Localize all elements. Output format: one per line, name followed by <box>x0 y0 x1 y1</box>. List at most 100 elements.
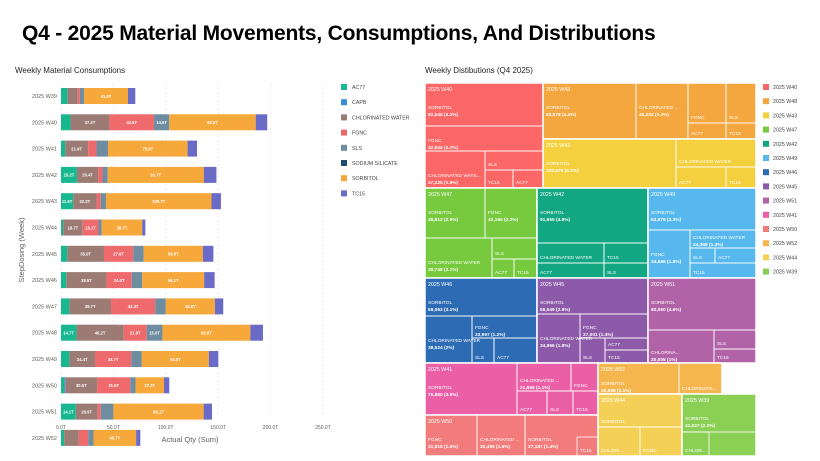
bar-data-label: 100.7T <box>152 199 165 204</box>
bar-segment-chlorinated-water <box>63 219 83 236</box>
bar-data-label: 91.7T <box>150 173 161 178</box>
y-tick-label: 2025 W44 <box>32 226 57 232</box>
bar-data-label: 15.1T <box>85 225 96 230</box>
treemap-cell-value: 30,499 (1.6%) <box>480 444 511 450</box>
treemap-cell-label: AC77 <box>520 407 532 413</box>
treemap-group-2025-w40 <box>424 82 544 189</box>
bar-segment-chlorinated-water <box>65 377 98 394</box>
bar-segment-fgnc <box>94 351 132 367</box>
legend-swatch-2025-w44 <box>763 254 769 261</box>
bar-segment-sls <box>100 403 114 420</box>
page-title: Q4 - 2025 Material Movements, Consumptio… <box>22 22 656 45</box>
bar-segment-sls <box>98 219 102 236</box>
legend-label-2025-w43: 2025 W43 <box>773 113 797 119</box>
treemap-cell-value: 80,060 (4.6%) <box>651 307 682 313</box>
bar-data-label: 39.7T <box>85 304 96 309</box>
treemap-group-2025-w48 <box>542 82 757 140</box>
treemap-cell-label: SORBITOL <box>601 381 626 387</box>
bar-segment-chlorinated-water <box>76 324 124 341</box>
treemap-cell-value: 31,618 (1.6%) <box>428 444 459 450</box>
treemap-cell-label: AC77 <box>679 180 691 186</box>
bar-segment-fgnc <box>88 140 97 157</box>
treemap-title: Weekly Distibutions (Q4 2025) <box>425 66 533 75</box>
bar-segment-ac77 <box>61 114 71 131</box>
x-tick-label: 200.0T <box>263 425 279 431</box>
bar-segment-sls <box>96 140 109 157</box>
treemap-cell-value: 42,165 (2.2%) <box>488 217 519 223</box>
treemap-group-label: 2025 W52 <box>601 367 625 373</box>
treemap-cell-label: CHLORI... <box>601 448 623 454</box>
bar-segment-chlorinated-water <box>65 140 89 157</box>
treemap-cell-label: FGNC <box>651 252 665 258</box>
treemap-cell-label: SORBITOL <box>528 437 553 443</box>
bar-segment-sls <box>133 245 144 262</box>
legend-swatch-2025-w45 <box>763 183 769 190</box>
bar-segment-ac77 <box>61 88 68 104</box>
bar-data-label: 21.9T <box>71 146 82 151</box>
bar-segment-sorbitol <box>107 166 204 183</box>
treemap-cell-label: AC77 <box>608 342 620 348</box>
bar-data-label: 56.5T <box>168 252 179 257</box>
bar-segment-fgnc <box>109 114 154 131</box>
treemap-cell-label: CHLORINATE... <box>682 386 717 392</box>
treemap-group-2025-w47 <box>424 187 538 279</box>
treemap-cell-label: TC15 <box>488 180 500 186</box>
bar-segment-sorbitol <box>169 114 256 131</box>
treemap-cell-label: SORBITOL <box>546 161 571 167</box>
treemap-group-label: 2025 W48 <box>546 87 570 93</box>
bar-data-label: 18.7T <box>68 225 79 230</box>
bar-data-label: 46.8T <box>185 304 196 309</box>
bar-segment-ac77 <box>61 429 65 446</box>
treemap-cell-label: AC77 <box>497 355 509 361</box>
bar-segment-fgnc <box>78 429 89 446</box>
bar-segment-ac77 <box>61 324 77 341</box>
treemap-cell-label: TC15 <box>580 448 592 454</box>
treemap-group-label: 2025 W40 <box>428 87 452 93</box>
bar-data-label: 45.2T <box>95 331 106 336</box>
bar-data-label: 15.2T <box>64 173 75 178</box>
treemap-cell-label: TC15 <box>717 355 729 361</box>
bar-segment-tc15 <box>136 429 141 446</box>
bar-segment-tc15 <box>208 351 219 367</box>
treemap-cell-value: 75,880 (3.9%) <box>428 392 459 398</box>
bar-chart[interactable]: 0.0T 50.0T 100.0T 150.0T 200.0T 250.0T Actual … <box>0 60 410 456</box>
bar-segment-ac77 <box>61 298 70 315</box>
treemap-cell-label: FGNC <box>488 210 502 216</box>
bar-data-label: 24.0T <box>114 278 125 283</box>
treemap-cell-label: CHLOR... <box>685 448 706 454</box>
x-tick-label: 50.0T <box>107 425 120 431</box>
bar-segment-tc15 <box>250 324 263 341</box>
bar-segment-ac77 <box>61 403 76 420</box>
treemap-cell-label: TC15 <box>607 255 619 261</box>
legend-label-2025-w40: 2025 W40 <box>773 85 797 91</box>
bar-segment-sorbitol <box>108 140 188 157</box>
bar-segment-tc15 <box>142 219 146 236</box>
bar-segment-fgnc <box>82 219 99 236</box>
y-tick-label: 2025 W47 <box>32 304 57 310</box>
bar-segment-fgnc <box>110 298 156 315</box>
bar-data-label: 34.7T <box>108 357 119 362</box>
bar-data-label: 40.7T <box>109 436 120 441</box>
bar-segment-chlorinated-water <box>76 166 99 183</box>
treemap-cell-label: SORBITOL <box>651 300 676 306</box>
bar-segment-sorbitol <box>143 245 203 262</box>
bar-segment-ac77 <box>61 272 67 289</box>
treemap-cell-value: 100,678 (5.2%) <box>546 168 579 174</box>
treemap-cell-label: TC15 <box>729 180 741 186</box>
treemap-group-2025-w43 <box>542 138 757 189</box>
legend-swatch-2025-w49 <box>763 155 769 161</box>
treemap-cell-label: SLS <box>607 270 616 276</box>
treemap-group-label: 2025 W46 <box>428 282 452 288</box>
bar-data-label: 82.5T <box>207 120 218 125</box>
bar-segment-ac77 <box>61 140 66 157</box>
legend-label-sls: SLS <box>352 146 362 152</box>
bar-data-label: 41.9T <box>101 94 112 99</box>
legend-label-2025-w46: 2025 W46 <box>773 170 797 176</box>
bar-data-label: 21.9T <box>130 331 141 336</box>
legend-label-fgnc: FGNC <box>352 131 367 137</box>
legend-swatch-2025-w40 <box>763 84 769 90</box>
bar-data-label: 83.9T <box>201 331 212 336</box>
bar-data-label: 15.0T <box>149 331 160 336</box>
bar-segment-sls <box>88 429 94 446</box>
